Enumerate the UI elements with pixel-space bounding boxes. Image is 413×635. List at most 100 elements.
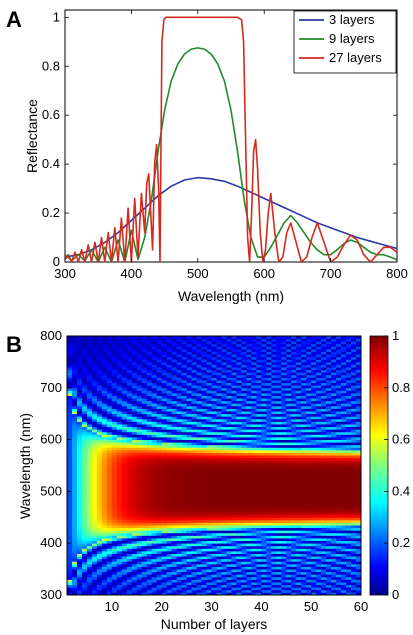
heatmap-cell (231, 545, 237, 549)
heatmap-cell (261, 538, 267, 542)
heatmap-cell (306, 387, 312, 391)
heatmap-cell (296, 589, 302, 593)
heatmap-cell (206, 532, 212, 536)
heatmap-cell (176, 512, 183, 516)
heatmap-cell (111, 408, 118, 412)
heatmap-cell (121, 499, 128, 503)
heatmap-cell (276, 522, 282, 526)
heatmap-cell (101, 457, 108, 461)
heatmap-cell (226, 571, 232, 575)
heatmap-cell (156, 462, 163, 466)
heatmap-cell (176, 550, 183, 554)
heatmap-cell (96, 455, 103, 459)
heatmap-cell (196, 405, 202, 409)
heatmap-cell (126, 400, 133, 404)
heatmap-cell (101, 483, 108, 487)
heatmap-cell (146, 556, 153, 560)
heatmap-cell (96, 522, 103, 526)
heatmap-cell (231, 530, 237, 534)
heatmap-cell (141, 452, 148, 456)
heatmap-cell (81, 525, 88, 529)
heatmap-cell (296, 429, 302, 433)
heatmap-cell (81, 543, 88, 547)
heatmap-cell (121, 483, 128, 487)
heatmap-cell (96, 377, 103, 381)
heatmap-cell (276, 475, 282, 479)
heatmap-cell (226, 496, 232, 500)
heatmap-cell (241, 398, 247, 402)
heatmap-cell (181, 369, 187, 373)
heatmap-cell (301, 504, 307, 508)
heatmap-cell (121, 481, 128, 485)
heatmap-cell (266, 437, 272, 440)
heatmap-cell (166, 517, 173, 521)
heatmap-cell (211, 550, 217, 554)
heatmap-cell (206, 530, 212, 534)
heatmap-cell (191, 576, 197, 580)
heatmap-cell (171, 589, 178, 593)
heatmap-cell (291, 576, 297, 580)
heatmap-cell (271, 506, 277, 510)
heatmap-cell (171, 460, 178, 464)
heatmap-cell (156, 380, 163, 384)
heatmap-cell (146, 411, 153, 415)
heatmap-cell (141, 442, 148, 446)
heatmap-cell (281, 434, 287, 438)
heatmap-cell (181, 374, 187, 378)
heatmap-cell (256, 527, 262, 531)
heatmap-cell (91, 364, 98, 368)
heatmap-cell (296, 426, 302, 430)
heatmap-cell (126, 553, 133, 557)
heatmap-cell (221, 341, 227, 345)
heatmap-cell (151, 543, 158, 547)
heatmap-cell (116, 506, 123, 510)
heatmap-cell (286, 405, 292, 409)
heatmap-cell (176, 491, 183, 495)
heatmap-cell (86, 548, 93, 552)
heatmap-cell (216, 377, 222, 381)
heatmap-cell (296, 377, 302, 381)
heatmap-cell (106, 372, 113, 376)
heatmap-cell (231, 372, 237, 376)
heatmap-cell (216, 343, 222, 347)
heatmap-cell (176, 377, 183, 381)
heatmap-cell (266, 553, 272, 557)
heatmap-cell (261, 548, 267, 552)
heatmap-cell (261, 499, 267, 503)
heatmap-cell (96, 346, 103, 350)
heatmap-cell (76, 535, 83, 539)
heatmap-cell (201, 462, 207, 466)
heatmap-cell (291, 571, 297, 575)
heatmap-cell (266, 374, 272, 378)
heatmap-cell (266, 501, 272, 505)
heatmap-cell (101, 519, 108, 523)
heatmap-cell (261, 481, 267, 485)
heatmap-cell (291, 481, 297, 485)
heatmap-cell (286, 426, 292, 430)
heatmap-cell (136, 408, 143, 412)
heatmap-cell (76, 522, 83, 526)
heatmap-cell (126, 481, 133, 485)
heatmap-cell (206, 506, 212, 510)
heatmap-cell (191, 486, 197, 490)
heatmap-cell (161, 569, 168, 573)
heatmap-cell (91, 416, 98, 420)
heatmap-cell (286, 390, 292, 394)
heatmap-cell (301, 553, 307, 557)
heatmap-cell (166, 411, 173, 415)
heatmap-cell (211, 382, 217, 386)
heatmap-cell (301, 385, 307, 389)
heatmap-cell (136, 587, 143, 591)
heatmap-cell (221, 486, 227, 490)
heatmap-cell (71, 579, 78, 583)
heatmap-cell (166, 512, 173, 516)
heatmap-cell (136, 411, 143, 415)
heatmap-cell (206, 540, 212, 544)
heatmap-cell (311, 493, 317, 497)
heatmap-cell (86, 382, 93, 386)
heatmap-cell (291, 462, 297, 466)
heatmap-cell (136, 413, 143, 417)
heatmap-cell (281, 491, 287, 495)
heatmap-cell (186, 439, 192, 443)
heatmap-cell (251, 486, 257, 490)
